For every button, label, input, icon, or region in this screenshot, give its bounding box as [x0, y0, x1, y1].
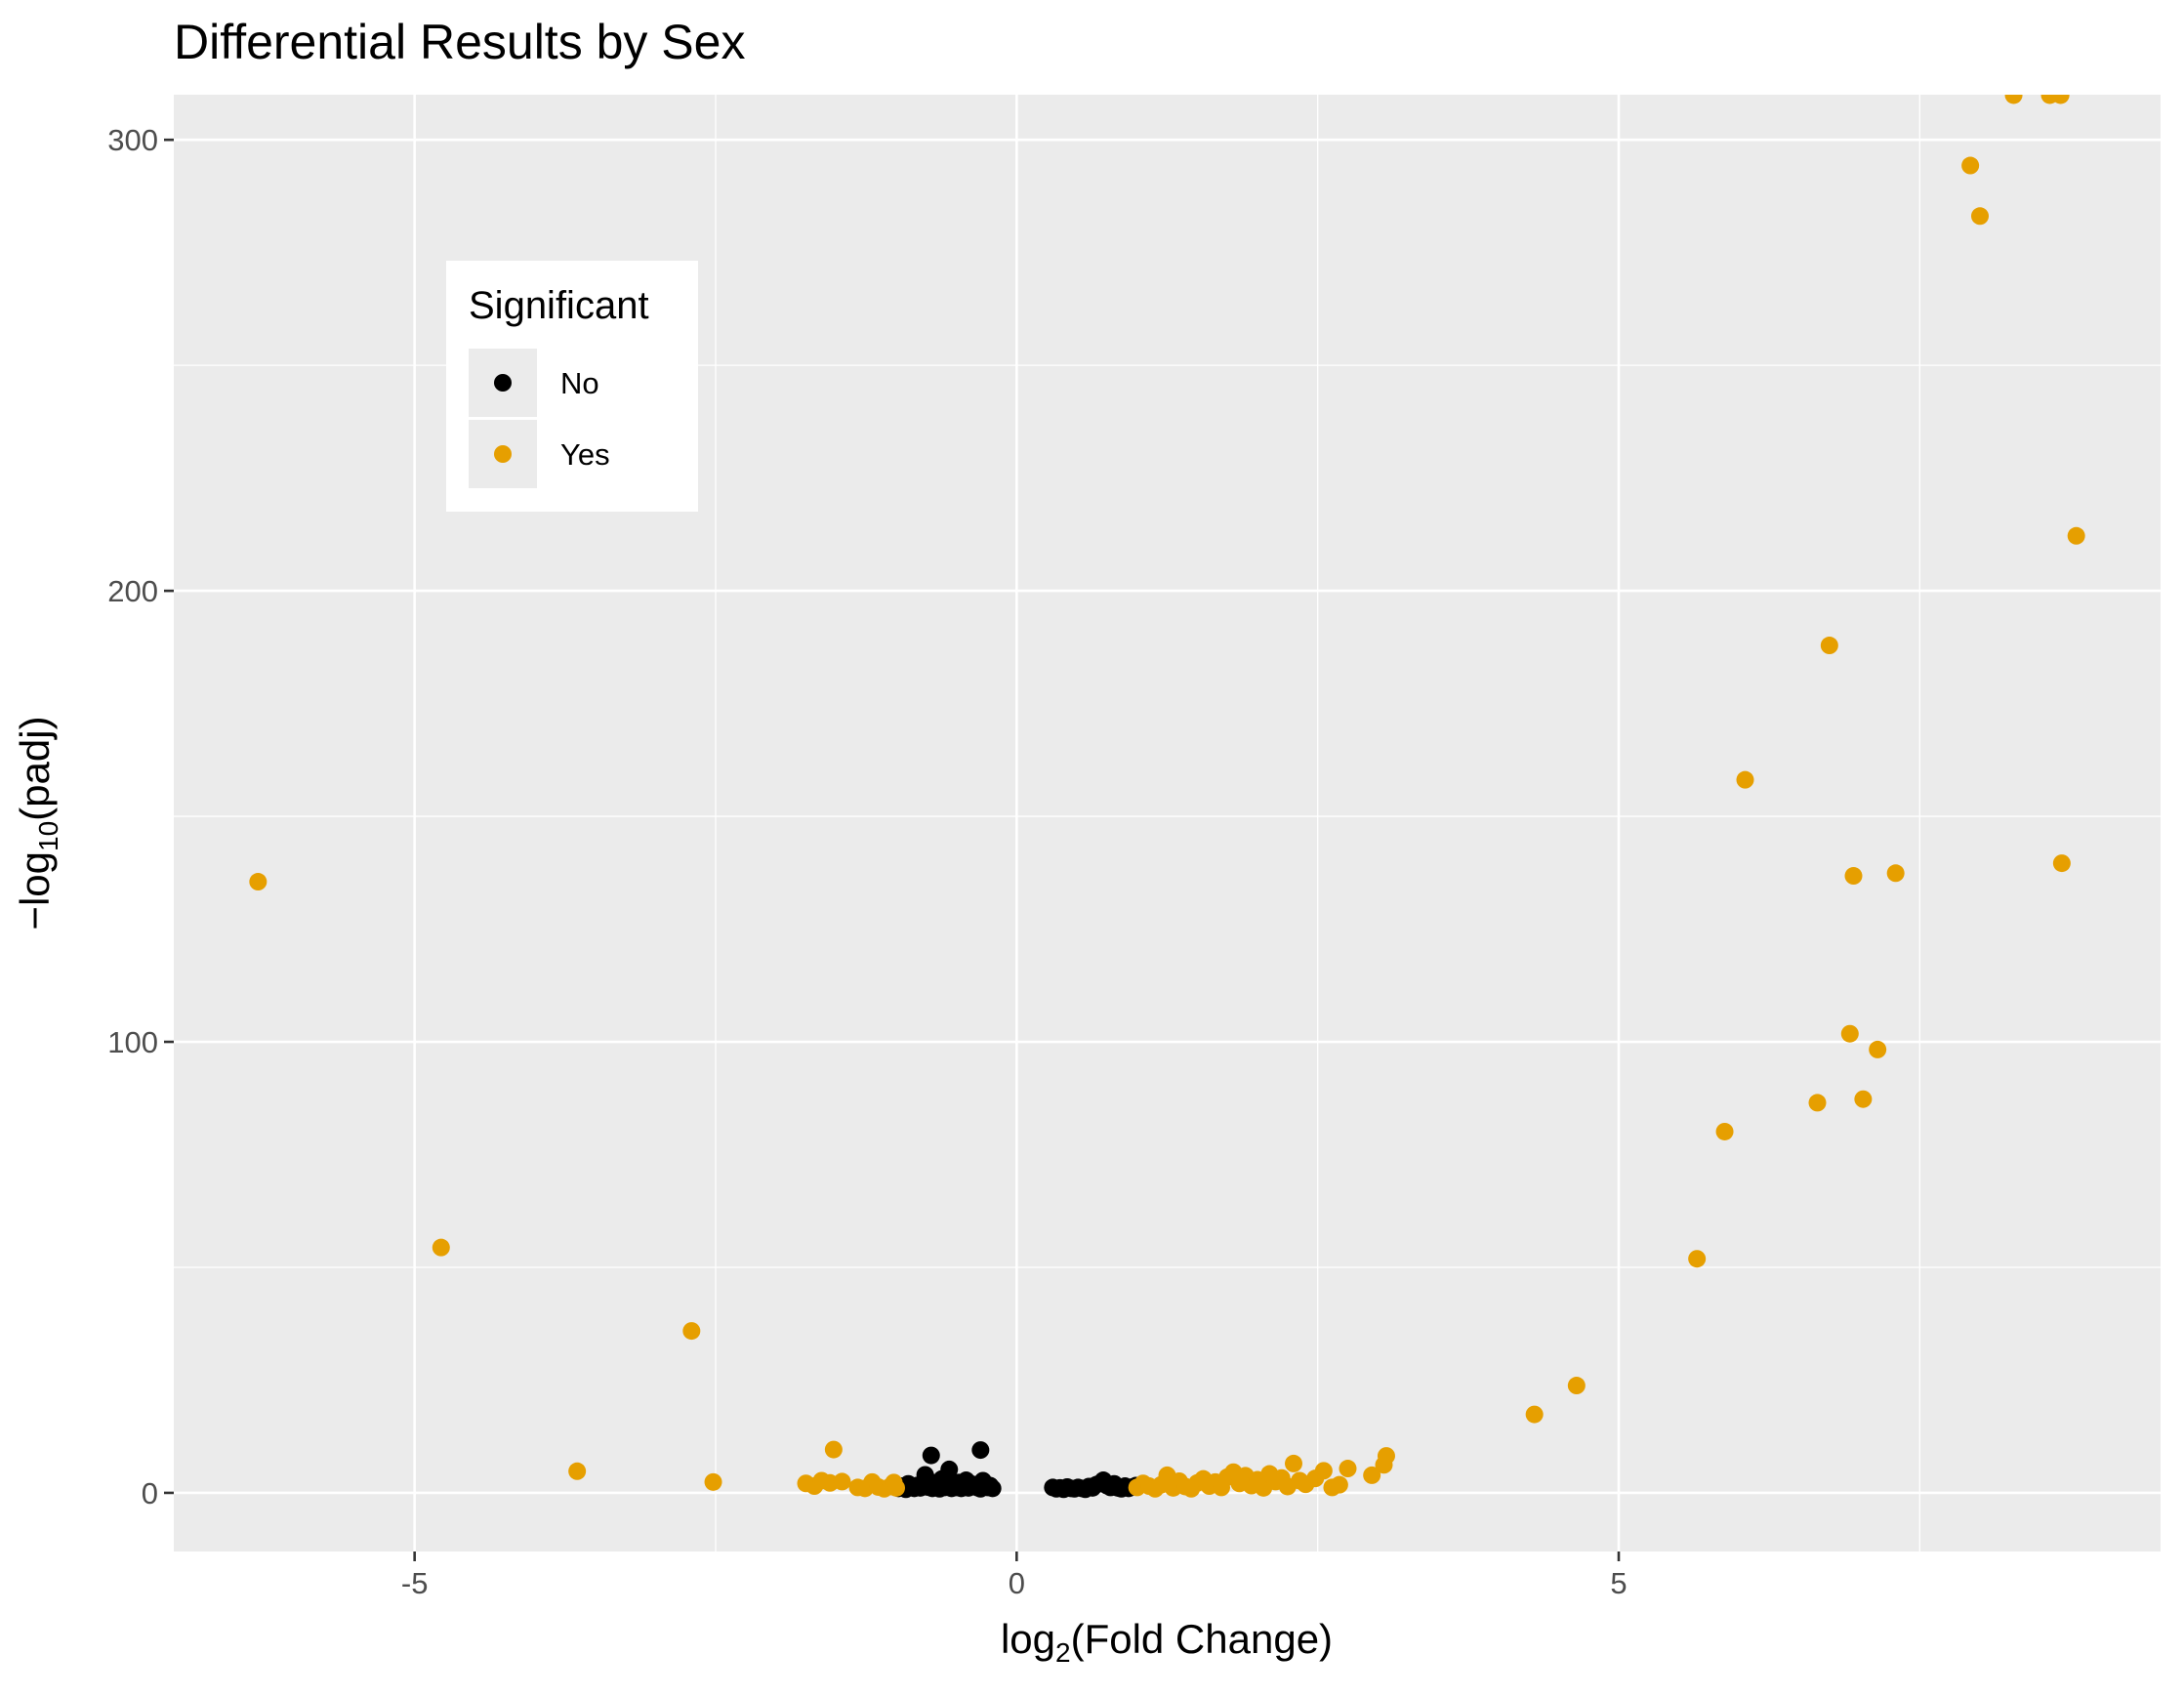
data-point-yes	[2004, 95, 2023, 104]
x-axis: -5 0 5	[401, 1551, 1628, 1600]
legend-dot-no	[494, 374, 512, 392]
data-point-no	[983, 1479, 1002, 1498]
data-point-yes	[1363, 1466, 1381, 1484]
x-axis-title: log2(Fold Change)	[1001, 1616, 1333, 1668]
data-point-yes	[1854, 1090, 1873, 1108]
y-tick-label: 0	[142, 1476, 158, 1510]
data-point-yes	[1285, 1454, 1302, 1472]
x-tick-label: 0	[1009, 1566, 1025, 1600]
data-point-yes	[249, 873, 268, 891]
legend-title: Significant	[469, 284, 649, 327]
data-point-yes	[1688, 1250, 1707, 1268]
data-point-yes	[432, 1238, 450, 1257]
data-point-yes	[1971, 207, 1989, 226]
data-point-yes	[1869, 1040, 1887, 1058]
legend-label-yes: Yes	[560, 437, 610, 472]
x-tick-label: -5	[401, 1566, 429, 1600]
y-tick-label: 200	[107, 574, 158, 608]
data-point-yes	[2067, 526, 2085, 545]
data-point-yes	[1314, 1462, 1333, 1480]
data-point-no	[922, 1446, 940, 1465]
y-tick-label: 300	[107, 123, 158, 157]
y-axis: 0 100 200 300	[107, 123, 174, 1510]
data-point-yes	[2052, 854, 2071, 873]
data-point-yes	[2051, 95, 2070, 104]
data-point-yes	[824, 1440, 843, 1459]
x-tick-label: 5	[1610, 1566, 1627, 1600]
data-point-yes	[833, 1472, 851, 1491]
data-point-yes	[682, 1322, 701, 1341]
data-point-yes	[1715, 1122, 1734, 1140]
data-point-yes	[887, 1478, 905, 1497]
legend-label-no: No	[560, 366, 599, 400]
data-point-yes	[1961, 156, 1980, 175]
legend-dot-yes	[494, 445, 512, 463]
data-point-no	[940, 1460, 959, 1478]
data-points	[249, 95, 2085, 1499]
data-point-yes	[1377, 1447, 1395, 1466]
data-point-yes	[1736, 770, 1754, 789]
data-point-yes	[1844, 867, 1863, 886]
plot-title: Differential Results by Sex	[174, 15, 745, 69]
data-point-yes	[568, 1462, 587, 1480]
data-point-yes	[1808, 1094, 1827, 1112]
data-point-yes	[1330, 1475, 1348, 1494]
data-point-yes	[1567, 1377, 1586, 1395]
data-point-yes	[1339, 1460, 1357, 1478]
data-point-yes	[1525, 1405, 1544, 1424]
data-point-yes	[1886, 864, 1905, 883]
data-point-yes	[1840, 1024, 1859, 1043]
data-point-yes	[704, 1472, 722, 1491]
data-point-no	[971, 1441, 990, 1460]
y-tick-label: 100	[107, 1025, 158, 1059]
legend: Significant No Yes	[446, 261, 698, 512]
y-axis-title: −log10(padj)	[12, 716, 63, 930]
data-point-yes	[1820, 637, 1838, 655]
